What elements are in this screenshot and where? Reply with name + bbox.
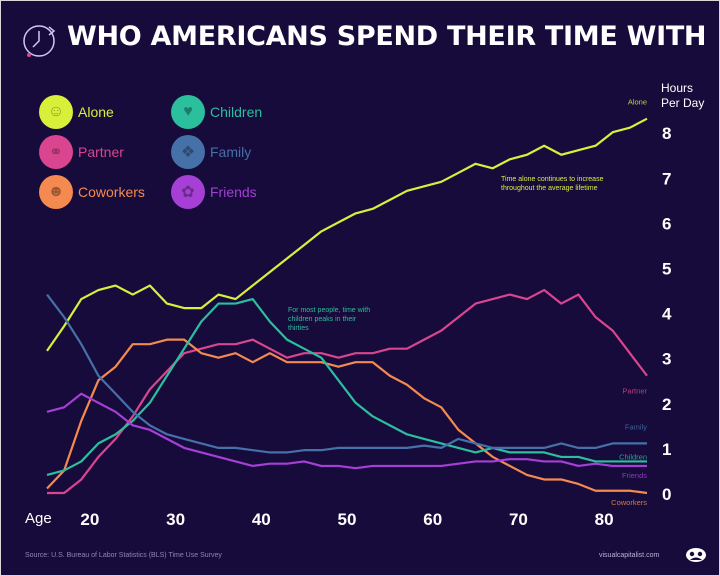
legend-label: Children (210, 104, 263, 120)
x-axis-label: Age (25, 510, 52, 527)
clock-logo-icon (23, 25, 56, 57)
parent-child-icon: ♥ (171, 95, 205, 129)
y-tick-label: 0 (662, 485, 671, 504)
legend-label: Family (210, 144, 252, 160)
legend-label: Partner (78, 144, 124, 160)
friends-icon: ✿ (171, 175, 205, 209)
group-icon: ☻ (39, 175, 73, 209)
series-end-label: Partner (622, 387, 647, 396)
y-tick-label: 8 (662, 124, 671, 143)
visual-capitalist-logo-icon (686, 548, 706, 562)
source-note: Source: U.S. Bureau of Labor Statistics … (25, 552, 222, 559)
person-icon: ☺ (39, 95, 73, 129)
y-tick-label: 1 (662, 440, 671, 459)
legend-item-coworkers: ☻ Coworkers (39, 175, 145, 209)
site-link[interactable]: visualcapitalist.com (599, 552, 660, 559)
x-tick-label: 50 (338, 510, 357, 529)
x-tick-label: 70 (509, 510, 528, 529)
legend-item-friends: ✿ Friends (171, 175, 257, 209)
series-end-label: Coworkers (611, 498, 647, 507)
legend-label: Coworkers (78, 184, 145, 200)
series-line-partner (47, 288, 648, 495)
series-line-alone (46, 117, 648, 352)
series-end-label: Alone (628, 98, 647, 107)
y-tick-label: 4 (662, 305, 672, 324)
x-tick-label: 20 (80, 510, 99, 529)
legend-label: Friends (210, 184, 257, 200)
y-tick-label: 5 (662, 260, 671, 279)
x-tick-label: 30 (166, 510, 185, 529)
legend-item-children: ♥ Children (171, 95, 262, 129)
series-line-coworkers (46, 338, 648, 495)
series-end-label: Friends (622, 471, 647, 480)
annotation-alone: Time alone continues to increase through… (501, 176, 604, 192)
x-tick-label: 60 (423, 510, 442, 529)
annotation-children: For most people, time with children peak… (288, 307, 371, 332)
y-tick-label: 7 (662, 169, 671, 188)
couple-icon: ⚭ (39, 135, 73, 169)
series-line-children (46, 297, 647, 477)
legend-item-family: ❖ Family (171, 135, 251, 169)
legend-item-alone: ☺ Alone (39, 95, 114, 129)
chart-title: WHO AMERICANS SPEND THEIR TIME WITH (67, 21, 707, 52)
y-tick-label: 3 (662, 350, 671, 369)
x-tick-label: 40 (252, 510, 271, 529)
family-icon: ❖ (171, 135, 205, 169)
series-line-friends (46, 392, 647, 470)
series-end-label: Family (625, 422, 647, 431)
x-tick-label: 80 (595, 510, 614, 529)
series-end-label: Children (619, 452, 647, 461)
legend-item-partner: ⚭ Partner (39, 135, 124, 169)
y-tick-label: 2 (662, 395, 671, 414)
y-tick-label: 6 (662, 214, 671, 233)
series-line-family (46, 293, 647, 454)
legend-label: Alone (78, 104, 114, 120)
y-axis-label: Hours Per Day (661, 81, 705, 110)
